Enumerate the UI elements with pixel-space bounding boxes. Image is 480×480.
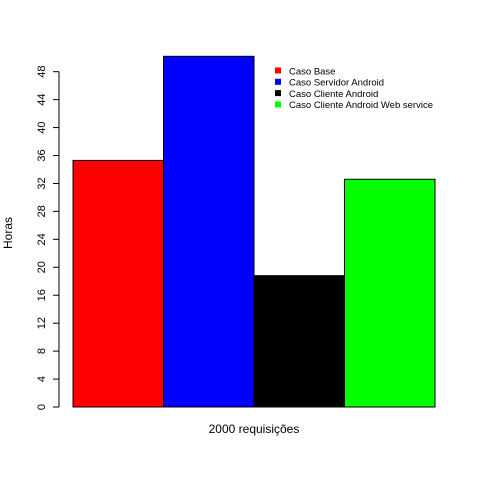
- y-tick-label: 36: [36, 149, 48, 161]
- legend-entry: Caso Cliente Android Web service: [289, 100, 433, 111]
- legend-swatch: [275, 90, 281, 97]
- legend-entry: Caso Base: [289, 66, 335, 77]
- bar: [253, 275, 345, 408]
- bar: [72, 159, 164, 408]
- bar: [163, 55, 255, 408]
- y-tick-label: 20: [36, 261, 48, 273]
- bar: [344, 178, 436, 408]
- legend-swatch: [275, 78, 281, 85]
- y-tick-label: 44: [36, 93, 48, 105]
- y-tick-label: 40: [36, 121, 48, 133]
- legend-swatch: [275, 67, 281, 74]
- y-tick-label: 0: [36, 404, 48, 410]
- legend-entry: Caso Servidor Android: [289, 78, 384, 89]
- y-tick-label: 28: [36, 205, 48, 217]
- y-tick-label: 24: [36, 233, 48, 245]
- legend-swatch: [275, 101, 281, 108]
- y-tick-label: 4: [36, 376, 48, 382]
- x-axis-label: 2000 requisições: [209, 422, 300, 436]
- y-tick-label: 48: [36, 66, 48, 78]
- y-tick-label: 32: [36, 177, 48, 189]
- y-tick-label: 12: [36, 317, 48, 329]
- y-tick-label: 8: [36, 348, 48, 354]
- bars: [72, 55, 436, 408]
- y-tick-label: 16: [36, 289, 48, 301]
- legend-entry: Caso Cliente Android: [289, 89, 378, 100]
- y-axis-label: Horas: [1, 217, 15, 249]
